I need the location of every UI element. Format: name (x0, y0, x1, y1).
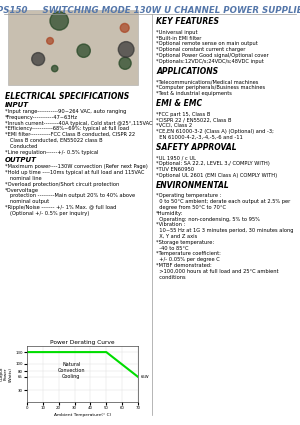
Text: conditions: conditions (156, 275, 186, 280)
Text: *Optional remote sense on main output: *Optional remote sense on main output (156, 41, 258, 46)
Text: Conducted: Conducted (5, 144, 38, 149)
Text: *Efficiency-----------68%~69%: typical at full load: *Efficiency-----------68%~69%: typical a… (5, 126, 129, 131)
Bar (8, 10, 138, 85)
Text: *Temperature coefficient:: *Temperature coefficient: (156, 252, 221, 256)
Text: *Optionals:12VDC/s;24VDC/s;48VDC input: *Optionals:12VDC/s;24VDC/s;48VDC input (156, 59, 264, 64)
Text: *Ripple/Noise ------- +/- 1% Max. @ full load: *Ripple/Noise ------- +/- 1% Max. @ full… (5, 205, 116, 210)
Text: OUTPUT: OUTPUT (5, 157, 37, 163)
Circle shape (77, 44, 90, 57)
Text: 0 to 50°C ambient; derate each output at 2.5% per: 0 to 50°C ambient; derate each output at… (156, 199, 290, 204)
Circle shape (52, 65, 58, 72)
Text: INPUT: INPUT (5, 102, 29, 108)
Text: *Line regulation------+/- 0.5% typical: *Line regulation------+/- 0.5% typical (5, 150, 98, 155)
Text: *Humidity:: *Humidity: (156, 211, 183, 216)
Text: *Inrush current--------40A typical, Cold start @25°,115VAC: *Inrush current--------40A typical, Cold… (5, 121, 152, 126)
Text: *CISPR 22 / EN55022, Class B: *CISPR 22 / EN55022, Class B (156, 117, 232, 122)
Circle shape (32, 53, 45, 65)
Circle shape (118, 42, 134, 57)
Text: ENVIRONMENTAL: ENVIRONMENTAL (156, 181, 230, 190)
Text: protection ---------Main output 20% to 40% above: protection ---------Main output 20% to 4… (5, 193, 135, 198)
Text: *TUV EN60950: *TUV EN60950 (156, 167, 194, 172)
Text: *Optional: SA 22.2, LEVEL 3,/ COMPLY WITH): *Optional: SA 22.2, LEVEL 3,/ COMPLY WIT… (156, 161, 270, 166)
Text: *Optional UL 2601 (EMI Class A) COMPLY WITH): *Optional UL 2601 (EMI Class A) COMPLY W… (156, 173, 277, 178)
Circle shape (119, 57, 131, 69)
Text: *Built-in EMI filter: *Built-in EMI filter (156, 36, 201, 41)
Text: nominal output: nominal output (5, 199, 49, 204)
Text: +/- 0.05% per degree C: +/- 0.05% per degree C (156, 257, 220, 262)
Text: *Storage temperature:: *Storage temperature: (156, 240, 214, 245)
Text: -40 to 85°C: -40 to 85°C (156, 246, 188, 251)
Circle shape (47, 37, 53, 44)
Text: *Maximum power----130W convection (Refer next Page): *Maximum power----130W convection (Refer… (5, 164, 148, 170)
Text: X, Y and Z axis: X, Y and Z axis (156, 234, 197, 239)
Text: *EMI filter-----------FCC Class B conducted, CISPR 22: *EMI filter-----------FCC Class B conduc… (5, 132, 135, 137)
Circle shape (120, 23, 129, 32)
Text: >100,000 hours at full load and 25°C ambient: >100,000 hours at full load and 25°C amb… (156, 269, 278, 274)
Text: nominal line: nominal line (5, 176, 42, 181)
Text: *CE,EN 61000-3-2 (Class A) (Optional) and -3;: *CE,EN 61000-3-2 (Class A) (Optional) an… (156, 129, 274, 134)
Text: *Frequency-----------47~63Hz: *Frequency-----------47~63Hz (5, 115, 78, 120)
Text: Class B conducted, EN55022 class B: Class B conducted, EN55022 class B (5, 138, 103, 143)
Text: 10~55 Hz at 1G 3 minutes period, 30 minutes along: 10~55 Hz at 1G 3 minutes period, 30 minu… (156, 228, 293, 233)
Text: *Overload protection/Short circuit protection: *Overload protection/Short circuit prote… (5, 182, 119, 187)
Text: Operating: non-condensing, 5% to 95%: Operating: non-condensing, 5% to 95% (156, 217, 260, 221)
Text: *Computer peripherals/Business machines: *Computer peripherals/Business machines (156, 85, 265, 90)
Text: EN 61000-4-2,-3,-4,-5,-6 and -11: EN 61000-4-2,-3,-4,-5,-6 and -11 (156, 135, 243, 140)
Text: *Optional Power Good signal/Optional cover: *Optional Power Good signal/Optional cov… (156, 53, 268, 58)
Text: *Overvoltage: *Overvoltage (5, 187, 39, 193)
Text: ELECTRICAL SPECIFICATIONS: ELECTRICAL SPECIFICATIONS (5, 92, 129, 101)
Text: *Optional constant current charger: *Optional constant current charger (156, 47, 245, 52)
Text: *UL 1950 / c UL: *UL 1950 / c UL (156, 156, 196, 160)
Text: *FCC part 15, Class B: *FCC part 15, Class B (156, 112, 210, 116)
Text: *Test & industrial equipments: *Test & industrial equipments (156, 91, 232, 96)
Text: *MTBF demonstrated:: *MTBF demonstrated: (156, 263, 212, 268)
Text: EMI & EMC: EMI & EMC (156, 99, 202, 108)
Text: 65W: 65W (140, 375, 149, 379)
Text: SAFETY APPROVAL: SAFETY APPROVAL (156, 143, 237, 152)
Text: *Hold up time ----10ms typical at full load and 115VAC: *Hold up time ----10ms typical at full l… (5, 170, 144, 175)
Text: *VCCI, Class 2: *VCCI, Class 2 (156, 123, 192, 128)
Text: (Optional +/- 0.5% per inquiry): (Optional +/- 0.5% per inquiry) (5, 211, 89, 216)
Text: *Operating temperature :: *Operating temperature : (156, 193, 221, 198)
Text: *Vibration :: *Vibration : (156, 222, 185, 227)
Circle shape (50, 11, 68, 30)
Title: Power Derating Curve: Power Derating Curve (50, 340, 115, 345)
Text: degree from 50°C to 70°C: degree from 50°C to 70°C (156, 205, 226, 210)
Text: TPS150     SWITCHING MODE 130W U CHANNEL POWER SUPPLIES: TPS150 SWITCHING MODE 130W U CHANNEL POW… (0, 6, 300, 15)
Text: APPLICATIONS: APPLICATIONS (156, 67, 218, 76)
Text: KEY FEATURES: KEY FEATURES (156, 17, 219, 26)
Y-axis label: Output
Power
(Watts): Output Power (Watts) (0, 366, 13, 382)
X-axis label: Ambient Temperature(° C): Ambient Temperature(° C) (54, 413, 111, 416)
Text: *Telecommunications/Medical machines: *Telecommunications/Medical machines (156, 79, 258, 85)
Text: Natural
Convection
Cooling: Natural Convection Cooling (58, 362, 85, 379)
Text: *Universal input: *Universal input (156, 30, 197, 35)
Text: *Input range-----------90~264 VAC, auto ranging: *Input range-----------90~264 VAC, auto … (5, 109, 126, 114)
